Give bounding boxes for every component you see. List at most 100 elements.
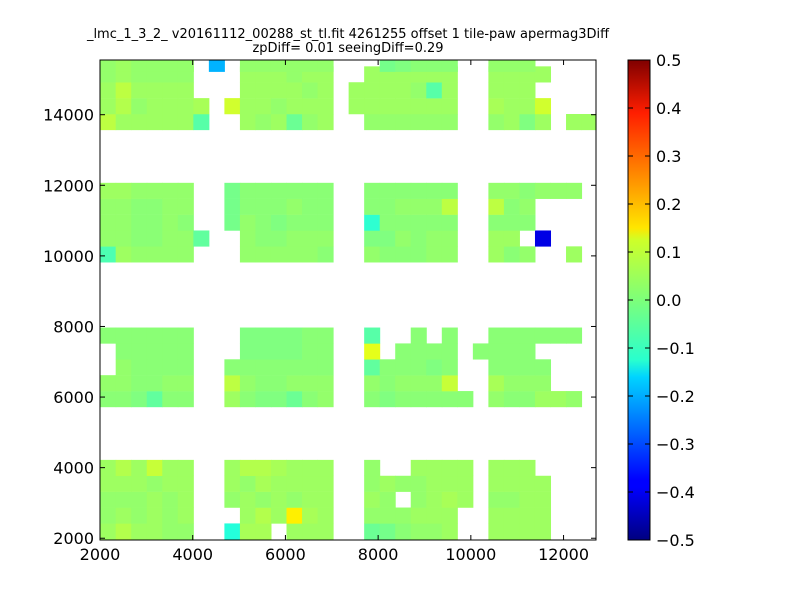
heatmap-cell xyxy=(302,343,319,360)
heatmap-cell xyxy=(441,459,458,477)
heatmap-cell xyxy=(239,375,256,392)
heatmap-cell xyxy=(255,214,272,231)
heatmap-cell xyxy=(441,230,458,247)
heatmap-cell xyxy=(519,60,536,72)
heatmap-cell xyxy=(395,98,412,115)
heatmap-cell xyxy=(100,475,117,492)
heatmap-cell xyxy=(534,375,552,392)
heatmap-cell xyxy=(534,66,552,83)
heatmap-cell xyxy=(519,375,536,392)
heatmap-cell xyxy=(100,182,117,199)
heatmap-cell xyxy=(286,459,303,477)
heatmap-cell xyxy=(488,459,505,477)
heatmap-cell xyxy=(364,475,381,492)
heatmap-cell xyxy=(239,98,256,115)
heatmap-cell xyxy=(115,343,132,360)
heatmap-cell xyxy=(534,182,552,199)
heatmap-cell xyxy=(255,343,272,360)
heatmap-cell xyxy=(566,327,583,344)
heatmap-cell xyxy=(286,60,303,72)
colorbar-tick-label: 0.1 xyxy=(656,243,681,262)
heatmap-cell xyxy=(317,82,334,99)
heatmap-cell xyxy=(224,391,241,408)
heatmap-cell xyxy=(255,60,272,72)
heatmap-cell xyxy=(395,475,412,492)
heatmap-cell xyxy=(426,375,443,392)
heatmap-cell xyxy=(519,459,536,477)
x-tick-label: 6000 xyxy=(265,545,306,564)
heatmap-cell xyxy=(224,198,241,215)
heatmap-cell xyxy=(239,198,256,215)
heatmap-cell xyxy=(146,60,163,72)
heatmap-cell xyxy=(115,198,132,215)
heatmap-cell xyxy=(177,230,194,247)
heatmap-cell xyxy=(379,198,396,215)
heatmap-cell xyxy=(395,523,412,540)
heatmap-cell xyxy=(364,114,381,131)
heatmap-cell xyxy=(426,491,443,508)
heatmap-cell xyxy=(270,475,288,492)
heatmap-cell xyxy=(146,182,163,199)
heatmap-cell xyxy=(146,491,163,508)
heatmap-cell xyxy=(131,114,148,131)
heatmap-cell xyxy=(146,475,163,492)
heatmap-cell xyxy=(488,391,505,408)
heatmap-cell xyxy=(426,523,443,540)
heatmap-cell xyxy=(317,60,334,72)
heatmap-cell xyxy=(519,114,536,131)
heatmap-cell xyxy=(364,459,381,477)
heatmap-cell xyxy=(410,230,427,247)
heatmap-cell xyxy=(162,214,179,231)
heatmap-cell xyxy=(239,359,256,376)
heatmap-cell xyxy=(146,507,163,524)
heatmap-cell xyxy=(379,246,396,263)
heatmap-cell xyxy=(177,198,194,215)
heatmap-cell xyxy=(286,375,303,392)
heatmap-cell xyxy=(115,230,132,247)
heatmap-cell xyxy=(270,491,288,508)
heatmap-cell xyxy=(302,60,319,72)
heatmap-cell xyxy=(317,459,334,477)
colorbar-tick-label: −0.2 xyxy=(656,387,695,406)
heatmap-cell xyxy=(224,459,241,477)
heatmap-cell xyxy=(286,523,303,540)
heatmap-cell xyxy=(395,214,412,231)
heatmap-cell xyxy=(534,327,552,344)
heatmap-cell xyxy=(441,491,458,508)
heatmap-cell xyxy=(364,82,381,99)
heatmap-cell xyxy=(519,82,536,99)
heatmap-cell xyxy=(534,507,552,524)
heatmap-cell xyxy=(100,491,117,508)
chart-title-line1: _lmc_1_3_2_ v20161112_00288_st_tl.fit 42… xyxy=(86,27,610,42)
heatmap-cell xyxy=(441,246,458,263)
heatmap-cell xyxy=(488,359,505,376)
heatmap-cell xyxy=(162,459,179,477)
heatmap-cell xyxy=(224,475,241,492)
heatmap-cell xyxy=(115,475,132,492)
heatmap-cell xyxy=(488,198,505,215)
heatmap-cell xyxy=(441,359,458,376)
heatmap-cell xyxy=(100,214,117,231)
colorbar-tick-label: −0.3 xyxy=(656,435,695,454)
heatmap-cell xyxy=(115,98,132,115)
heatmap-cell xyxy=(146,375,163,392)
heatmap-cell xyxy=(162,230,179,247)
y-axis: 2000 4000 6000 8000 10000 12000 14000 xyxy=(43,106,596,548)
heatmap-cell xyxy=(100,230,117,247)
heatmap-cell xyxy=(115,60,132,72)
heatmap-cell xyxy=(239,182,256,199)
heatmap-cell xyxy=(503,459,520,477)
heatmap-cell xyxy=(457,459,474,477)
heatmap-cell xyxy=(162,359,179,376)
colorbar-tick-label: 0.3 xyxy=(656,147,681,166)
heatmap-cell xyxy=(441,507,458,524)
heatmap-cell xyxy=(395,114,412,131)
heatmap-cell xyxy=(426,214,443,231)
heatmap-cell xyxy=(426,391,443,408)
heatmap-cell xyxy=(131,82,148,99)
heatmap-cell xyxy=(317,375,334,392)
heatmap-cell xyxy=(286,82,303,99)
heatmap-cell xyxy=(395,343,412,360)
heatmap-cell xyxy=(131,391,148,408)
heatmap-cell xyxy=(177,214,194,231)
